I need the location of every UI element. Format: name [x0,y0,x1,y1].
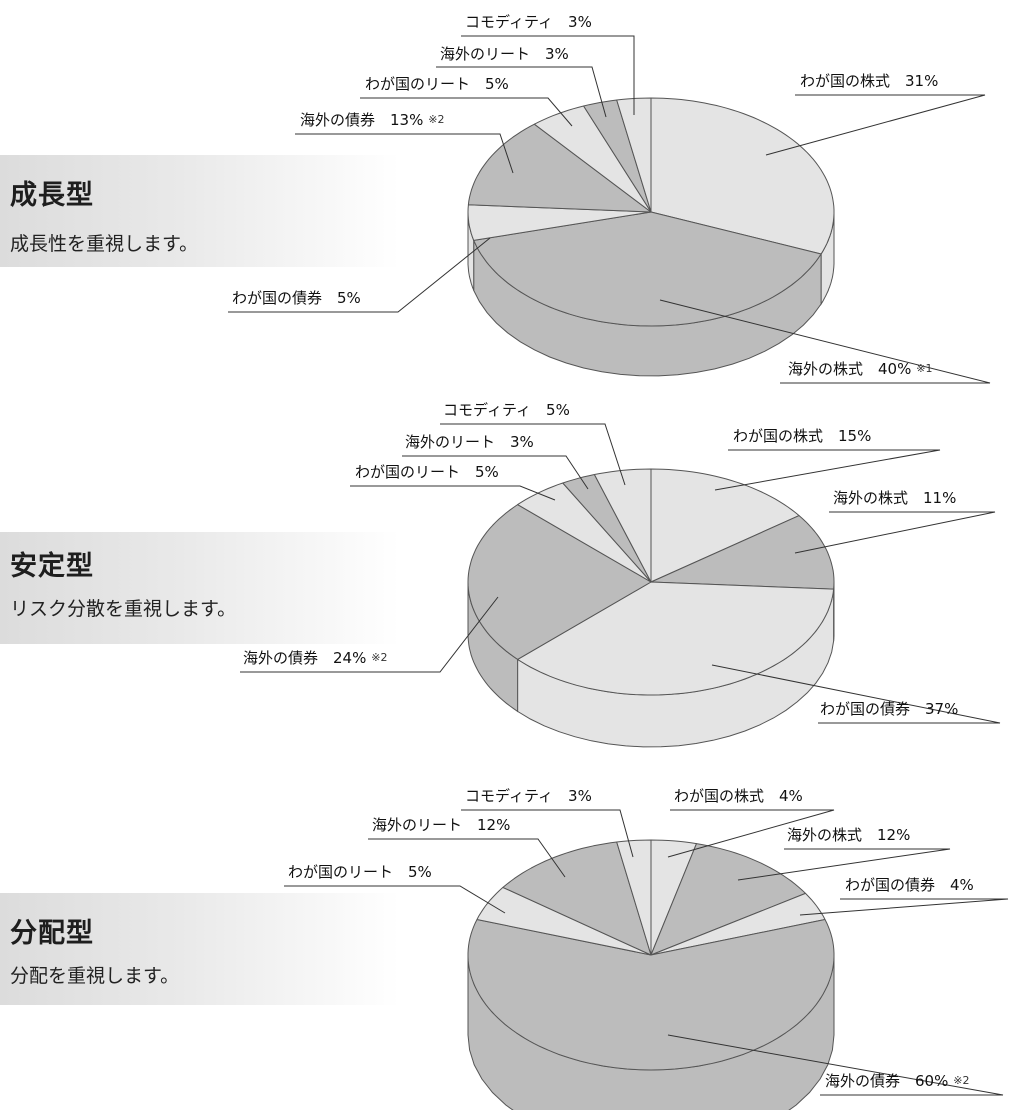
pie-slice-3-3 [650,892,826,956]
section-band-growth: 成長型 成長性を重視します。 [0,155,400,267]
section-band-distribution: 分配型 分配を重視します。 [0,893,400,1005]
leader-line-1-7 [461,35,635,115]
slice-label-2-6: 海外のリート 3% [405,433,534,451]
pie-slice-3-7 [616,839,652,956]
slice-label-2-1: わが国の株式 15% [733,427,871,445]
pie-slice-1-2 [473,211,822,327]
slice-label-1-5: わが国のリート 5% [365,75,509,93]
slice-label-2-2: 海外の株式 11% [833,489,956,507]
pie-slice-1-1 [650,97,835,255]
slice-label-3-2: 海外の株式 12% [787,826,910,844]
leader-line-1-2 [659,299,991,384]
leader-line-1-3 [228,237,491,313]
leader-line-2-6 [402,455,589,490]
leader-line-3-1 [667,809,835,858]
slice-label-1-6: 海外のリート 3% [440,45,569,63]
pie-slice-2-3 [517,581,835,696]
pie-slice-2-1 [650,468,800,583]
pie-slice-1-6 [583,99,652,213]
leader-line-3-5 [284,885,506,914]
section-title-stable: 安定型 [10,551,94,582]
slice-label-3-6: 海外のリート 12% [372,816,510,834]
leader-line-3-3 [799,898,1009,916]
pie-slice-2-2 [650,515,835,590]
pie-slice-1-3 [467,204,652,241]
leader-line-1-4 [295,133,514,174]
slice-label-1-3: わが国の債券 5% [232,289,361,307]
pie-slice-2-6 [562,474,652,583]
leader-line-3-7 [461,809,634,858]
section-subtitle-stable: リスク分散を重視します。 [10,598,237,620]
pie-chart-1: わが国の株式 31% 海外の株式 40% ※1 わが国の債券 5% 海外の債券 13% ※… [228,13,991,384]
pie-chart-3: わが国の株式 4% 海外の株式 12% わが国の債券 4% 海外の債券 60% ※2 わが… [284,787,1009,1110]
pie-slice-1-5 [533,105,652,213]
leader-line-2-7 [440,423,626,486]
slice-label-1-2: 海外の株式 40% [788,360,911,378]
slice-label-1-4: 海外の債券 13% [300,111,423,129]
slice-label-3-1: わが国の株式 4% [674,787,803,805]
pie-slice-3-4 [467,919,835,1071]
slice-label-3-4: 海外の債券 60% [825,1072,948,1090]
leader-line-2-3 [711,664,1001,724]
leader-line-2-1 [714,449,941,491]
slice-label-2-7: コモディティ 5% [443,401,570,419]
leader-line-1-1 [765,94,986,156]
section-subtitle-distribution: 分配を重視します。 [10,965,180,987]
leader-line-3-2 [737,848,951,881]
section-band-stable: 安定型 リスク分散を重視します。 [0,532,400,644]
slice-note-1-4: ※2 [428,113,444,126]
section-subtitle-growth: 成長性を重視します。 [10,233,199,255]
leader-line-1-6 [436,66,607,118]
slice-note-3-4: ※2 [953,1074,969,1087]
pie-slice-2-7 [593,468,652,583]
slice-label-1-7: コモディティ 3% [465,13,592,31]
pie-slice-2-5 [517,482,652,583]
slice-note-2-4: ※2 [371,651,387,664]
leader-line-3-4 [667,1034,1004,1096]
pie-slice-3-2 [650,843,806,956]
slice-label-2-3: わが国の債券 37% [820,700,958,718]
section-title-distribution: 分配型 [10,918,94,949]
slice-label-3-3: わが国の債券 4% [845,876,974,894]
pie-slice-3-6 [502,841,652,956]
pie-slice-2-4 [467,504,652,660]
pie-slice-1-4 [467,123,652,213]
section-title-growth: 成長型 [10,180,94,211]
pie-chart-2: わが国の株式 15% 海外の株式 11% わが国の債券 37% 海外の債券 24% ※2… [240,401,1001,748]
slice-note-1-2: ※1 [916,362,932,375]
leader-line-1-5 [360,97,573,127]
leader-line-3-6 [368,838,566,878]
leader-line-2-4 [240,596,499,673]
slice-label-3-5: わが国のリート 5% [288,863,432,881]
slice-label-2-5: わが国のリート 5% [355,463,499,481]
slice-label-1-1: わが国の株式 31% [800,72,938,90]
slice-label-3-7: コモディティ 3% [465,787,592,805]
leader-line-2-2 [794,511,996,554]
slice-label-2-4: 海外の債券 24% [243,649,366,667]
leader-line-2-5 [350,485,556,501]
